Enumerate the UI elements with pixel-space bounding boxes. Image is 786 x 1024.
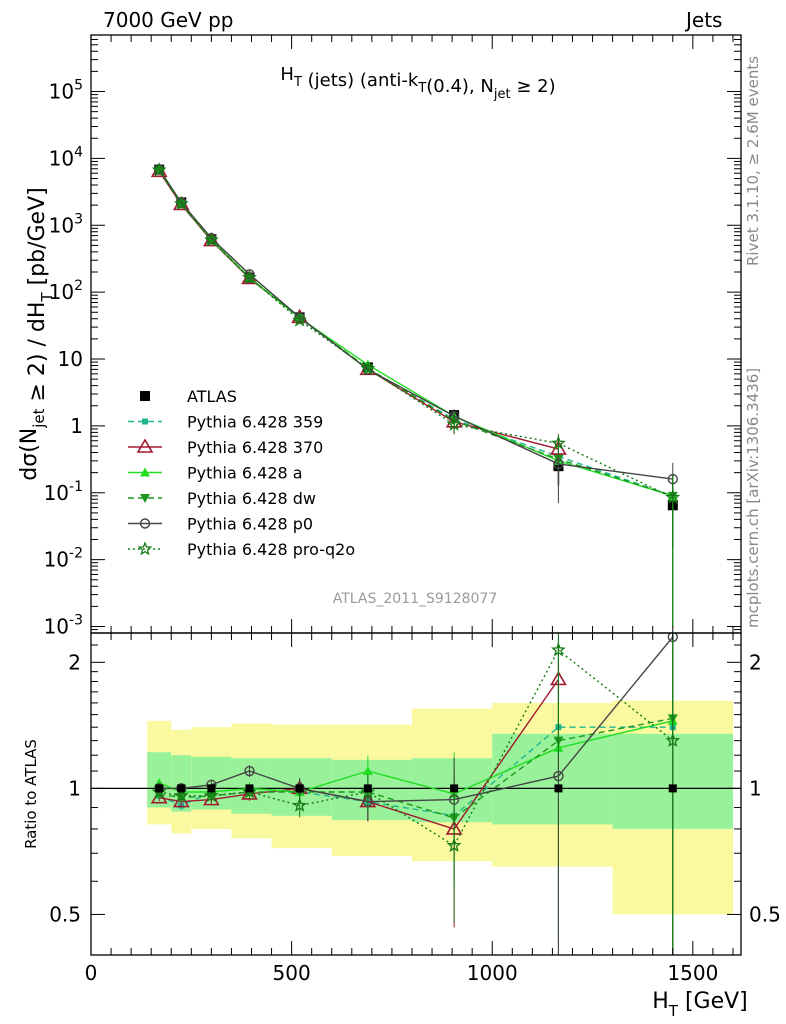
marker-circle xyxy=(294,783,305,794)
legend-entry xyxy=(128,541,162,556)
marker-circle xyxy=(362,364,374,375)
y-tick-label: 10 xyxy=(58,347,83,371)
ratio-y-tick-label-left: 0.5 xyxy=(49,902,81,926)
marker-star xyxy=(360,784,376,799)
marker-triangle xyxy=(136,438,154,453)
y-tick-label: 10-1 xyxy=(44,479,83,505)
marker-square xyxy=(295,784,304,793)
marker-triangle-down xyxy=(140,494,150,503)
ratio-series-5 xyxy=(151,633,681,955)
marker-square xyxy=(155,784,164,793)
marker-square xyxy=(363,784,372,793)
y-tick-label: 103 xyxy=(49,211,83,237)
marker-star xyxy=(242,784,257,799)
legend-label: Pythia 6.428 370 xyxy=(187,438,323,457)
marker-star xyxy=(360,360,376,375)
ratio-y-tick-label-right: 0.5 xyxy=(749,902,781,926)
header-left: 7000 GeV pp xyxy=(103,8,234,32)
marker-square xyxy=(450,784,459,793)
chart-title: HT (jets) (anti-kT(0.4), Njet ≥ 2) xyxy=(280,64,555,102)
marker-square xyxy=(668,784,677,793)
marker-circle xyxy=(139,518,151,529)
marker-circle xyxy=(244,269,255,280)
ratio-y-tick-label-right: 1 xyxy=(749,776,762,800)
legend-entry xyxy=(128,418,162,425)
marker-star xyxy=(204,232,219,247)
legend-label: Pythia 6.428 p0 xyxy=(187,515,313,534)
x-axis-label: HT [GeV] xyxy=(652,989,748,1020)
y-tick-label: 102 xyxy=(49,278,83,304)
legend-label: Pythia 6.428 359 xyxy=(187,413,323,432)
y-tick-label: 105 xyxy=(49,78,83,104)
series-line xyxy=(158,169,674,499)
marker-circle xyxy=(553,770,564,782)
y-tick-label: 10-2 xyxy=(44,546,83,572)
x-tick-label: 1000 xyxy=(467,961,518,985)
ratio-bands xyxy=(147,700,733,915)
ratio-series-line xyxy=(159,679,559,830)
legend-entry xyxy=(140,391,150,401)
x-tick-label: 0 xyxy=(85,961,98,985)
x-tick-label: 1500 xyxy=(667,961,718,985)
legend-label: Pythia 6.428 pro-q2o xyxy=(187,540,355,559)
marker-star xyxy=(151,162,167,177)
series-line xyxy=(158,168,673,480)
legend-label: Pythia 6.428 dw xyxy=(187,489,316,508)
marker-square xyxy=(554,784,563,793)
marker-star xyxy=(665,732,681,747)
ratio-series-line xyxy=(159,648,674,847)
ratio-y-tick-label-right: 2 xyxy=(749,650,762,674)
marker-circle xyxy=(244,765,255,777)
series-6 xyxy=(151,162,681,627)
marker-star xyxy=(550,642,566,657)
marker-star xyxy=(173,195,189,211)
ratio-atlas xyxy=(155,784,677,793)
legend-entry xyxy=(128,467,162,477)
marker-triangle xyxy=(140,467,150,477)
marker-square xyxy=(142,418,148,425)
marker-circle xyxy=(553,458,564,470)
marker-star xyxy=(446,416,462,431)
marker-star xyxy=(204,788,219,803)
y-axis-label: dσ(Njet ≥ 2) / dHT [pb/GeV] xyxy=(17,187,56,480)
series-line xyxy=(158,171,559,450)
legend-label: ATLAS xyxy=(187,387,237,406)
header-right: Jets xyxy=(686,8,723,32)
marker-square xyxy=(177,784,186,793)
marker-star xyxy=(550,435,566,450)
y-tick-label: 1 xyxy=(70,414,83,438)
ratio-y-label: Ratio to ATLAS xyxy=(22,739,40,849)
marker-star xyxy=(292,797,307,812)
legend-entry xyxy=(128,438,162,453)
x-tick-label: 500 xyxy=(273,961,311,985)
marker-star xyxy=(292,312,307,327)
marker-star xyxy=(137,541,153,556)
inner-band xyxy=(492,733,613,825)
series-2 xyxy=(150,162,567,481)
marker-square xyxy=(140,391,150,401)
marker-star xyxy=(665,489,681,504)
marker-square xyxy=(245,784,254,793)
watermark: ATLAS_2011_S9128077 xyxy=(333,591,498,607)
ratio-y-tick-label-left: 2 xyxy=(68,650,81,674)
legend-entry xyxy=(128,494,162,503)
marker-star xyxy=(151,784,167,799)
marker-star xyxy=(446,837,462,852)
marker-square xyxy=(207,784,216,793)
legend-entry xyxy=(128,518,162,529)
ratio-frame xyxy=(90,632,742,956)
marker-triangle xyxy=(362,766,373,776)
legend-label: Pythia 6.428 a xyxy=(187,464,303,483)
y-tick-label: 104 xyxy=(49,144,83,170)
marker-star xyxy=(242,269,257,284)
ratio-y-tick-label-left: 1 xyxy=(68,776,81,800)
marker-star xyxy=(173,788,189,803)
y-tick-label: 10-3 xyxy=(44,613,83,639)
